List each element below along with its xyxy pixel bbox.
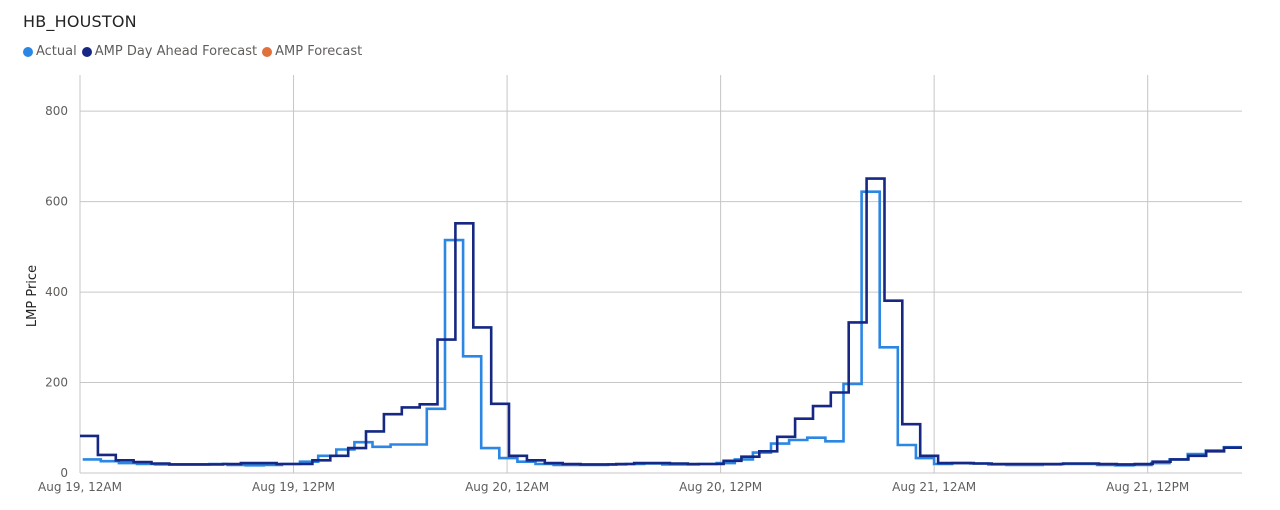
y-tick-label: 0 <box>60 466 68 480</box>
legend-item-day-ahead[interactable]: AMP Day Ahead Forecast <box>81 44 258 59</box>
y-tick-label: 400 <box>45 285 68 299</box>
x-axis-ticks: Aug 19, 12AM Aug 19, 12PM Aug 20, 12AM Aug … <box>38 480 1189 494</box>
legend-label-actual: Actual <box>36 44 77 59</box>
y-axis-ticks: 0 200 400 600 800 <box>45 104 68 480</box>
legend-marker-actual <box>23 46 33 57</box>
legend-item-amp-forecast[interactable]: AMP Forecast <box>262 44 362 59</box>
series-line-actual[interactable] <box>82 190 1242 467</box>
legend-label-day-ahead: AMP Day Ahead Forecast <box>94 44 258 59</box>
gridlines <box>79 75 1242 474</box>
chart-title: HB_HOUSTON <box>23 12 137 31</box>
x-tick-label: Aug 21, 12PM <box>1106 480 1189 494</box>
legend: Actual AMP Day Ahead Forecast AMP Foreca… <box>23 44 367 59</box>
legend-marker-amp-forecast <box>262 46 273 57</box>
x-tick-label: Aug 21, 12AM <box>892 480 976 494</box>
x-tick-label: Aug 19, 12AM <box>38 480 122 494</box>
x-tick-label: Aug 19, 12PM <box>252 480 335 494</box>
legend-marker-day-ahead <box>81 46 92 57</box>
x-tick-label: Aug 20, 12PM <box>679 480 762 494</box>
x-tick-label: Aug 20, 12AM <box>465 480 549 494</box>
series-lines <box>80 177 1242 467</box>
y-tick-label: 200 <box>45 376 68 390</box>
y-axis-label: LMP Price <box>25 265 40 327</box>
y-tick-label: 800 <box>45 104 68 118</box>
legend-label-amp-forecast: AMP Forecast <box>275 44 363 59</box>
series-line-amp-day-ahead-forecast[interactable] <box>80 177 1242 466</box>
y-tick-label: 600 <box>45 195 68 209</box>
legend-item-actual[interactable]: Actual <box>23 44 77 59</box>
